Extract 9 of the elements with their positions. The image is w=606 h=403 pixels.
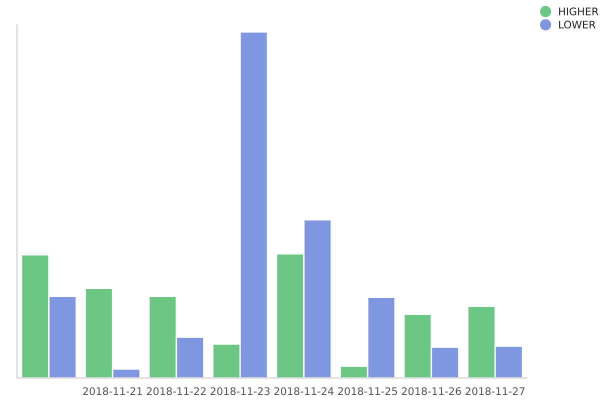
x-tick-label: 2018-11-27 — [466, 387, 525, 396]
x-tick-label: 2018-11-26 — [402, 387, 461, 396]
x-tick-label: 2018-11-25 — [338, 387, 397, 396]
legend-label: LOWER — [559, 20, 596, 29]
legend-label: HIGHER — [559, 7, 598, 16]
x-tick-label: 2018-11-23 — [210, 387, 270, 396]
x-tick-label: 2018-11-21 — [83, 387, 142, 396]
x-tick-label: 2018-11-24 — [274, 387, 334, 396]
x-tick-label: 2018-11-22 — [146, 387, 206, 396]
